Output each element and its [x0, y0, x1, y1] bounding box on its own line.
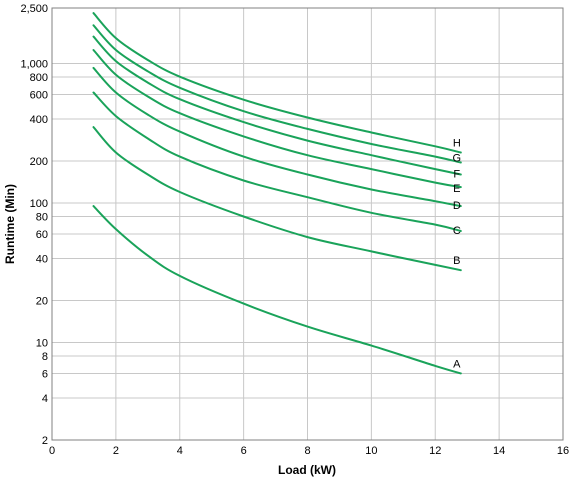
series-line-d: [92, 66, 462, 208]
y-tick-label: 400: [30, 114, 48, 126]
y-tick-label: 4: [42, 393, 48, 405]
x-tick-label: 4: [177, 445, 183, 457]
series-label-d: D: [453, 200, 461, 212]
x-tick-label: 8: [304, 445, 310, 457]
series-line-b: [92, 126, 462, 272]
series-label-g: G: [453, 153, 462, 165]
x-tick-labels: 0 2 4 6 8 10 12 14 16: [49, 445, 569, 457]
series-line-c: [92, 91, 462, 232]
y-tick-label: 20: [36, 296, 48, 308]
y-tick-label: 600: [30, 89, 48, 101]
y-tick-label: 8: [42, 351, 48, 363]
x-tick-label: 14: [493, 445, 505, 457]
series-label-f: F: [453, 169, 460, 181]
series-label-b: B: [453, 255, 460, 267]
series-label-c: C: [453, 225, 461, 237]
series-line-g: [92, 24, 462, 164]
x-tick-label: 2: [113, 445, 119, 457]
plot-frame: [51, 7, 564, 441]
x-tick-label: 6: [241, 445, 247, 457]
y-tick-label: 2: [42, 435, 48, 447]
y-tick-label: 40: [36, 254, 48, 266]
series-line-h: [92, 12, 462, 154]
y-tick-label: 10: [36, 337, 48, 349]
series-label-a: A: [453, 358, 461, 370]
series-label-e: E: [453, 183, 460, 195]
x-axis-title: Load (kW): [278, 463, 336, 477]
series-line-f: [92, 35, 462, 176]
x-tick-label: 12: [429, 445, 441, 457]
y-tick-label: 60: [36, 229, 48, 241]
series-line-a: [92, 205, 462, 375]
x-tick-label: 10: [365, 445, 377, 457]
y-tick-label: 6: [42, 368, 48, 380]
series-line-e: [92, 49, 462, 189]
y-tick-label: 200: [30, 156, 48, 168]
x-tick-label: 0: [49, 445, 55, 457]
y-axis-title: Runtime (Min): [3, 184, 17, 264]
y-tick-label: 2,500: [20, 3, 48, 15]
grid: [51, 7, 564, 441]
x-tick-label: 16: [557, 445, 569, 457]
series-lines: [92, 12, 462, 375]
y-tick-label: 800: [30, 72, 48, 84]
series-label-h: H: [453, 138, 461, 150]
y-tick-label: 1,000: [20, 59, 48, 71]
y-tick-label: 100: [30, 198, 48, 210]
y-tick-label: 80: [36, 212, 48, 224]
